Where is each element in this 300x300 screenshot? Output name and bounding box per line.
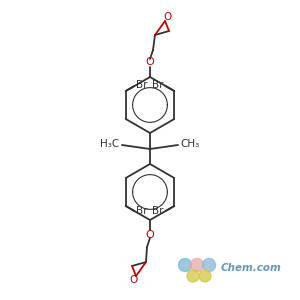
Text: Chem.com: Chem.com: [221, 263, 282, 273]
Text: H₃C: H₃C: [100, 139, 120, 149]
Circle shape: [190, 259, 203, 272]
Circle shape: [178, 259, 191, 272]
Text: O: O: [164, 12, 172, 22]
Circle shape: [187, 270, 199, 282]
Text: CH₃: CH₃: [180, 139, 200, 149]
Text: Br: Br: [152, 206, 164, 217]
Text: Br: Br: [152, 80, 164, 91]
Text: Br: Br: [136, 206, 148, 217]
Circle shape: [202, 259, 215, 272]
Text: O: O: [146, 57, 154, 67]
Text: Br: Br: [136, 80, 148, 91]
Text: O: O: [129, 275, 137, 285]
Text: O: O: [146, 230, 154, 240]
Circle shape: [199, 270, 211, 282]
